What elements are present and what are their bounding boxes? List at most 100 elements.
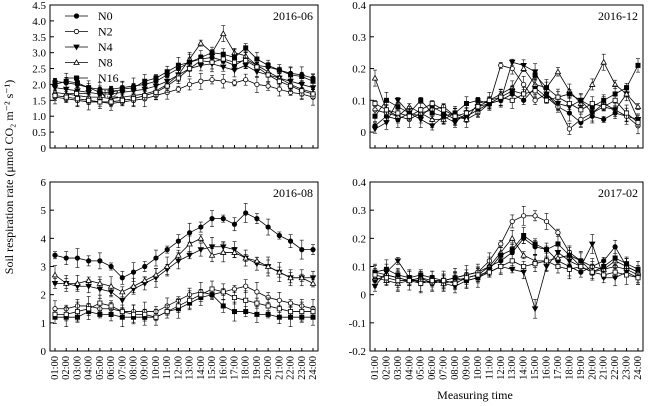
- data-point: [578, 116, 584, 123]
- data-point: [635, 275, 641, 281]
- data-point: [264, 263, 272, 269]
- data-point: [243, 210, 249, 216]
- legend-label: N8: [98, 56, 113, 70]
- y-tick-label: 1.0: [32, 111, 46, 123]
- x-tick-label: 23:00: [297, 356, 308, 380]
- data-point: [429, 101, 435, 107]
- x-tick-label: 15:00: [207, 356, 218, 380]
- data-point: [119, 97, 125, 103]
- series-line: [54, 47, 314, 93]
- data-point: [589, 101, 595, 107]
- data-point: [108, 99, 114, 105]
- y-tick-label: 0.4: [352, 177, 366, 189]
- data-point: [287, 274, 294, 281]
- data-point: [108, 303, 114, 309]
- data-point: [521, 91, 527, 97]
- series-line: [55, 246, 313, 301]
- data-point: [153, 314, 159, 320]
- data-point: [498, 94, 504, 100]
- data-point: [74, 279, 81, 286]
- legend-label: N16: [98, 71, 119, 85]
- data-point: [543, 218, 550, 225]
- data-point: [163, 263, 171, 269]
- data-point: [186, 252, 193, 259]
- data-point: [242, 254, 249, 261]
- data-point: [265, 83, 271, 89]
- data-point: [85, 277, 92, 283]
- data-point: [372, 101, 378, 107]
- data-point: [566, 252, 572, 258]
- data-point: [635, 62, 641, 68]
- data-point: [520, 251, 527, 258]
- data-point: [566, 126, 572, 132]
- data-point: [97, 89, 103, 95]
- data-point: [624, 85, 630, 91]
- x-tick-label: 02:00: [61, 356, 72, 380]
- series-line: [54, 79, 314, 104]
- data-point: [97, 99, 103, 105]
- y-tick-label: -0.2: [349, 346, 366, 358]
- data-point: [486, 269, 492, 275]
- data-point: [175, 251, 182, 258]
- y-tick-label: 0: [41, 346, 47, 358]
- panel-title: 2017-02: [598, 186, 638, 200]
- data-point: [600, 58, 607, 65]
- x-tick-label: 12:00: [496, 356, 507, 380]
- data-point: [209, 286, 215, 292]
- data-point: [588, 81, 596, 87]
- data-point: [612, 269, 618, 275]
- data-point: [463, 110, 469, 116]
- y-tick-label: 2.0: [32, 79, 46, 91]
- data-point: [63, 255, 69, 261]
- data-point: [254, 64, 260, 70]
- data-point: [532, 97, 538, 103]
- y-tick-label: 4.5: [32, 0, 46, 12]
- data-point: [463, 115, 470, 122]
- data-point: [96, 279, 104, 286]
- data-point: [383, 97, 389, 103]
- data-point: [634, 103, 642, 110]
- x-tick-label: 22:00: [610, 356, 621, 380]
- data-point: [601, 104, 607, 110]
- x-tick-label: 19:00: [252, 356, 263, 380]
- data-point: [276, 67, 282, 73]
- y-tick-label: 0.2: [352, 233, 366, 245]
- series-N32: [52, 52, 316, 109]
- data-point: [107, 282, 115, 289]
- data-point: [209, 77, 215, 83]
- data-point: [52, 306, 58, 312]
- data-point: [141, 277, 149, 283]
- y-tick-label: 6: [41, 177, 47, 189]
- chart-panel-2016-12: 0 0.1 0.2 0.3 0.4 2016-12: [352, 0, 644, 149]
- data-point: [310, 247, 316, 253]
- data-point: [243, 77, 249, 83]
- data-point: [589, 269, 595, 275]
- x-tick-label: 02:00: [381, 356, 392, 380]
- x-tick-label: 09:00: [140, 356, 151, 380]
- data-point: [131, 96, 137, 102]
- data-point: [623, 90, 630, 97]
- series-N8: [51, 234, 317, 298]
- data-point: [52, 311, 58, 317]
- data-point: [310, 91, 316, 97]
- data-point: [97, 300, 103, 306]
- data-point: [175, 303, 181, 309]
- data-point: [153, 89, 159, 95]
- data-point: [52, 252, 58, 258]
- x-tick-label: 08:00: [450, 356, 461, 380]
- series-line: [374, 87, 639, 127]
- legend-label: N4: [98, 40, 113, 54]
- data-point: [406, 278, 412, 284]
- data-point: [220, 78, 226, 84]
- data-point: [243, 283, 249, 289]
- data-point: [521, 233, 527, 239]
- data-point: [175, 62, 181, 68]
- data-point: [86, 97, 92, 103]
- data-point: [243, 45, 249, 51]
- data-point: [220, 303, 226, 309]
- data-point: [508, 59, 516, 66]
- data-point: [508, 234, 516, 241]
- data-point: [62, 279, 70, 286]
